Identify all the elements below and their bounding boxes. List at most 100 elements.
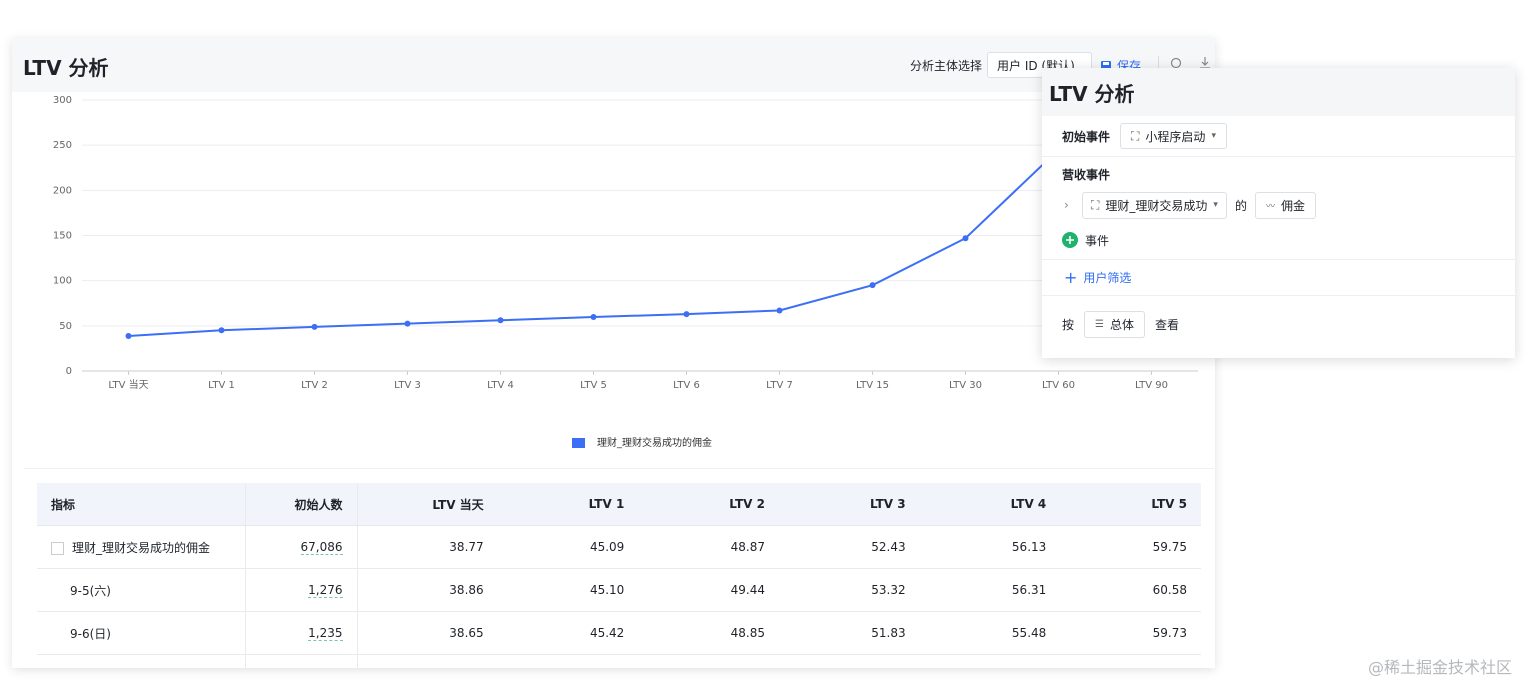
add-event-label: 事件 bbox=[1085, 233, 1110, 248]
y-tick-label: 50 bbox=[59, 321, 72, 332]
header-cell: 初始人数 bbox=[245, 483, 358, 526]
table-header: 指标 初始人数 LTV 当天 LTV 1 LTV 2 LTV 3 LTV 4 LTV 5 bbox=[37, 483, 1201, 526]
header-cell: LTV 1 bbox=[497, 483, 639, 526]
ltv-value: 56.31 bbox=[1011, 583, 1047, 597]
revenue-prop-select[interactable]: 〰佣金 bbox=[1254, 191, 1316, 219]
table-cell: 1,276 bbox=[245, 568, 358, 612]
divider bbox=[1042, 295, 1515, 296]
separator bbox=[1158, 56, 1159, 72]
table-cell: 理财_理财交易成功的佣金 bbox=[37, 525, 246, 569]
by-label: 按 bbox=[1062, 317, 1075, 332]
table-cell: 59.10 bbox=[1060, 654, 1201, 668]
initial-select[interactable]: ⛶ 小程序启动 ▾ bbox=[1120, 123, 1227, 149]
legend-label: 理财_理财交易成功的佣金 bbox=[597, 436, 712, 449]
x-tick-label: LTV 7 bbox=[766, 380, 793, 391]
refresh-icon[interactable] bbox=[1169, 56, 1183, 70]
settings-panel: LTV 分析 初始事件 ⛶ 小程序启动 ▾ 营收事件 › ⛶ 理财_理财交易成功 ▾ 的… bbox=[1042, 68, 1515, 358]
y-tick-label: 150 bbox=[53, 231, 72, 242]
table-cell: 48.87 bbox=[638, 525, 779, 569]
user-filter-label: 用户筛选 bbox=[1083, 271, 1132, 285]
table-cell: 48.82 bbox=[638, 654, 779, 668]
table-cell: 1,255 bbox=[245, 654, 358, 668]
table-cell: 9-7(一) bbox=[37, 654, 246, 668]
table-cell: 67,086 bbox=[245, 525, 358, 569]
add-event[interactable]: 事件 bbox=[1042, 224, 1515, 256]
table-row: 9-6(日) 1,235 38.65 45.42 48.85 51.83 55.48 59.7… bbox=[37, 611, 1201, 655]
group-row: 按 ☰ 总体 查看 bbox=[1042, 296, 1515, 352]
header-cell: LTV 当天 bbox=[357, 483, 498, 526]
y-tick-label: 0 bbox=[66, 366, 72, 377]
ltv-value: 59.73 bbox=[1152, 626, 1187, 640]
table-cell: 38.65 bbox=[357, 611, 498, 655]
data-point bbox=[869, 282, 876, 289]
y-tick-label: 250 bbox=[53, 140, 72, 151]
header-cell: LTV 4 bbox=[919, 483, 1061, 526]
table-row: 理财_理财交易成功的佣金 67,086 38.77 45.09 48.87 52.43 56… bbox=[37, 525, 1201, 569]
initial-value: 小程序启动 bbox=[1145, 129, 1206, 144]
x-tick-label: LTV 3 bbox=[394, 380, 421, 391]
ltv-value: 38.77 bbox=[449, 540, 484, 554]
table-cell: 48.85 bbox=[638, 611, 779, 655]
data-point bbox=[311, 323, 318, 330]
header-cell: LTV 3 bbox=[778, 483, 920, 526]
ltv-value: 45.09 bbox=[589, 540, 625, 554]
table-row: 9-5(六) 1,276 38.86 45.10 49.44 53.32 56.31 60.5… bbox=[37, 568, 1201, 612]
x-tick-label: LTV 4 bbox=[487, 380, 514, 391]
header-cell: 指标 bbox=[37, 483, 246, 526]
data-point bbox=[125, 332, 132, 339]
table-cell: 53.05 bbox=[778, 654, 920, 668]
ltv-value: 38.65 bbox=[449, 626, 484, 640]
ltv-value: 52.43 bbox=[871, 540, 906, 554]
user-filter[interactable]: + 用户筛选 bbox=[1064, 268, 1132, 287]
divider bbox=[24, 468, 1214, 469]
x-tick-label: LTV 当天 bbox=[108, 378, 148, 391]
table: 指标 初始人数 LTV 当天 LTV 1 LTV 2 LTV 3 LTV 4 LTV 5 理财… bbox=[37, 483, 1201, 668]
ltv-table: 指标 初始人数 LTV 当天 LTV 1 LTV 2 LTV 3 LTV 4 LTV 5 理财… bbox=[37, 483, 1201, 668]
collapse-icon[interactable] bbox=[51, 541, 64, 555]
table-cell: 52.43 bbox=[778, 525, 920, 569]
revenue-event: 理财_理财交易成功 bbox=[1105, 198, 1208, 213]
header-cell: LTV 5 bbox=[1060, 483, 1201, 526]
y-tick-label: 100 bbox=[53, 276, 72, 287]
group-value: 总体 bbox=[1109, 317, 1134, 332]
panel-title: LTV 分析 bbox=[1049, 81, 1135, 106]
y-tick-label: 300 bbox=[53, 95, 72, 106]
table-cell: 51.83 bbox=[778, 611, 920, 655]
ltv-value: 51.83 bbox=[871, 626, 906, 640]
table-cell: 53.32 bbox=[778, 568, 920, 612]
table-cell: 59.75 bbox=[1060, 525, 1201, 569]
data-point bbox=[776, 307, 783, 314]
ltv-value: 45.42 bbox=[589, 626, 625, 640]
row-label: 9-5(六) bbox=[70, 583, 111, 598]
data-point bbox=[590, 314, 597, 321]
table-cell: 49.44 bbox=[638, 568, 779, 612]
series-line bbox=[128, 148, 1060, 337]
x-tick-label: LTV 60 bbox=[1042, 380, 1075, 391]
x-tick-label: LTV 30 bbox=[949, 380, 982, 391]
divider bbox=[1042, 156, 1515, 157]
ltv-value: 48.85 bbox=[730, 626, 765, 640]
initial-count: 67,086 bbox=[300, 540, 343, 555]
group-select[interactable]: ☰ 总体 bbox=[1084, 310, 1145, 338]
data-point bbox=[404, 320, 411, 327]
x-tick-label: LTV 1 bbox=[208, 380, 235, 391]
x-tick-label: LTV 15 bbox=[856, 380, 889, 391]
table-cell: 45.10 bbox=[497, 568, 639, 612]
table-cell: 59.73 bbox=[1060, 611, 1201, 655]
data-point bbox=[962, 235, 969, 242]
ltv-value: 53.32 bbox=[871, 583, 906, 597]
table-cell: 38.86 bbox=[357, 568, 498, 612]
expand-icon[interactable]: › bbox=[1064, 198, 1069, 212]
row-label: 9-6(日) bbox=[70, 626, 111, 641]
table-cell: 38.77 bbox=[357, 525, 498, 569]
data-point bbox=[683, 311, 690, 318]
ltv-value: 59.75 bbox=[1152, 540, 1187, 554]
row-label: 理财_理财交易成功的佣金 bbox=[72, 540, 211, 555]
revenue-event-select[interactable]: ⛶ 理财_理财交易成功 ▾ bbox=[1082, 191, 1227, 219]
view-label: 查看 bbox=[1155, 317, 1180, 332]
table-cell: 55.48 bbox=[919, 611, 1061, 655]
table-cell: 60.58 bbox=[1060, 568, 1201, 612]
revenue-prop: 佣金 bbox=[1280, 198, 1305, 213]
